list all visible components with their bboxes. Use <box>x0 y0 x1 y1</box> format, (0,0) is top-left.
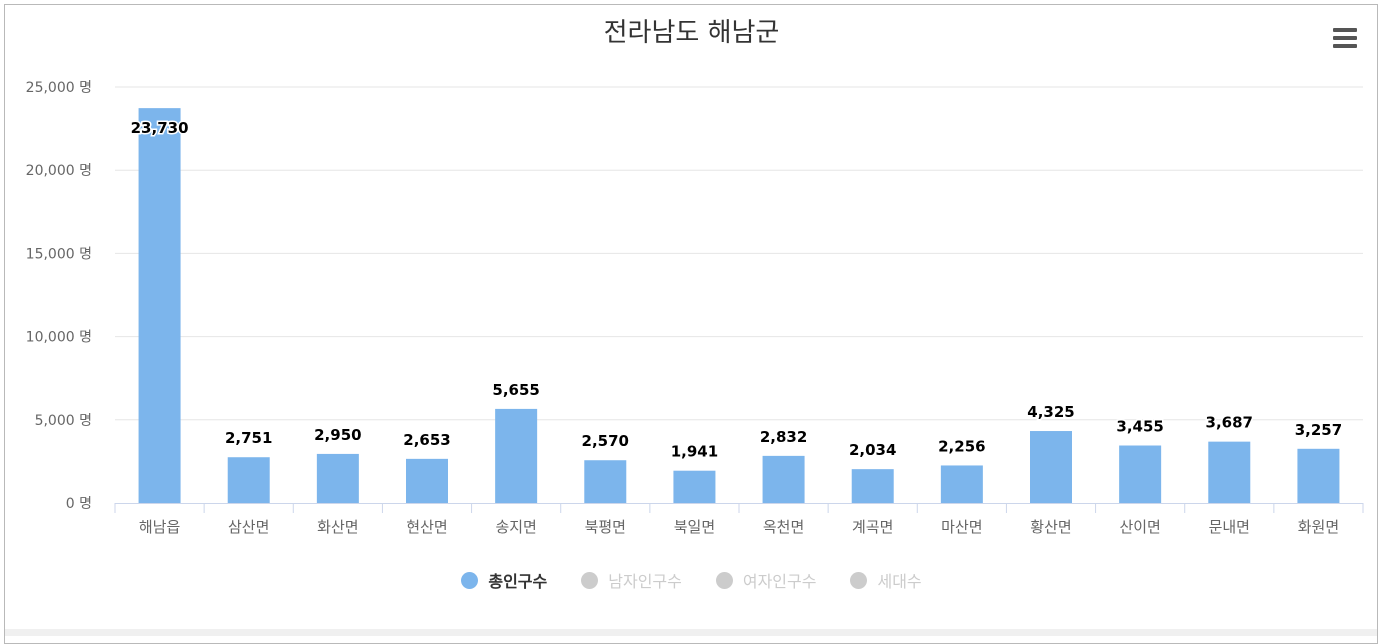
y-tick-label: 20,000 명 <box>26 163 92 179</box>
bar[interactable] <box>1297 448 1340 503</box>
bar[interactable] <box>851 469 894 503</box>
bar[interactable] <box>1208 441 1251 503</box>
data-label: 3,687 <box>1206 414 1253 432</box>
data-label: 2,653 <box>403 431 450 449</box>
x-tick-label: 산이면 <box>1119 518 1160 536</box>
legend-dot-icon <box>581 571 599 589</box>
menu-line <box>1333 28 1357 32</box>
data-label: 2,832 <box>760 428 807 446</box>
legend-dot-icon <box>461 571 479 589</box>
x-tick-label: 옥천면 <box>763 518 804 536</box>
menu-line <box>1333 44 1357 48</box>
y-tick-label: 5,000 명 <box>35 413 92 429</box>
x-tick-label: 화산면 <box>317 518 358 536</box>
bar-chart: 0 명 5,000 명 10,000 명 15,000 명 20,000 명 25,000… <box>26 80 1364 536</box>
bar[interactable] <box>584 460 627 503</box>
legend-label: 여자인구수 <box>742 572 817 591</box>
data-label: 2,570 <box>582 432 629 450</box>
x-tick-label: 해남읍 <box>139 518 180 536</box>
bar[interactable] <box>673 470 716 503</box>
x-tick-label: 북일면 <box>674 518 715 536</box>
x-tick-label: 북평면 <box>585 518 626 536</box>
data-label: 5,655 <box>492 381 539 399</box>
legend-dot-icon <box>715 571 733 589</box>
bar[interactable] <box>227 457 270 503</box>
bar[interactable] <box>138 108 181 503</box>
legend-item[interactable]: 총인구수 <box>461 568 547 592</box>
chart-container <box>4 4 1378 644</box>
bar[interactable] <box>762 455 805 503</box>
legend-item[interactable]: 남자인구수 <box>581 568 682 592</box>
chart-legend: 총인구수 남자인구수 여자인구수 세대수 <box>0 568 1383 592</box>
data-label: 23,730 <box>131 119 189 137</box>
data-label: 3,257 <box>1295 421 1342 439</box>
x-tick-label: 계곡면 <box>852 518 893 536</box>
legend-label: 총인구수 <box>488 572 548 591</box>
data-label: 2,950 <box>314 426 361 444</box>
legend-dot-icon <box>850 571 868 589</box>
y-tick-label: 10,000 명 <box>26 330 92 346</box>
y-tick-label: 15,000 명 <box>26 246 92 262</box>
data-label: 4,325 <box>1027 403 1074 421</box>
y-tick-label: 25,000 명 <box>26 80 92 96</box>
data-label: 3,455 <box>1116 418 1163 436</box>
x-tick-label: 화원면 <box>1298 518 1339 536</box>
legend-label: 남자인구수 <box>608 572 682 591</box>
data-label: 2,034 <box>849 441 896 459</box>
bar[interactable] <box>940 465 983 503</box>
bar[interactable] <box>1030 431 1072 503</box>
bottom-strip <box>5 629 1377 636</box>
legend-label: 세대수 <box>877 572 922 591</box>
bar[interactable] <box>1119 445 1162 503</box>
x-tick-label: 현산면 <box>406 518 447 536</box>
legend-item[interactable]: 세대수 <box>850 568 922 592</box>
chart-title: 전라남도 해남군 <box>603 18 780 48</box>
menu-line <box>1333 36 1357 40</box>
data-label: 2,751 <box>225 429 272 447</box>
x-tick-label: 황산면 <box>1030 518 1071 536</box>
bar[interactable] <box>316 453 359 503</box>
x-tick-label: 삼산면 <box>228 518 269 536</box>
hamburger-menu-icon[interactable] <box>1331 26 1359 50</box>
bar[interactable] <box>495 408 538 503</box>
data-label: 1,941 <box>671 443 718 461</box>
bar[interactable] <box>406 458 448 503</box>
y-tick-label: 0 명 <box>66 496 92 512</box>
x-tick-label: 송지면 <box>495 518 536 536</box>
x-tick-label: 문내면 <box>1209 518 1250 536</box>
legend-item[interactable]: 여자인구수 <box>715 568 817 592</box>
data-label: 2,256 <box>938 437 985 455</box>
x-tick-label: 마산면 <box>941 518 982 536</box>
